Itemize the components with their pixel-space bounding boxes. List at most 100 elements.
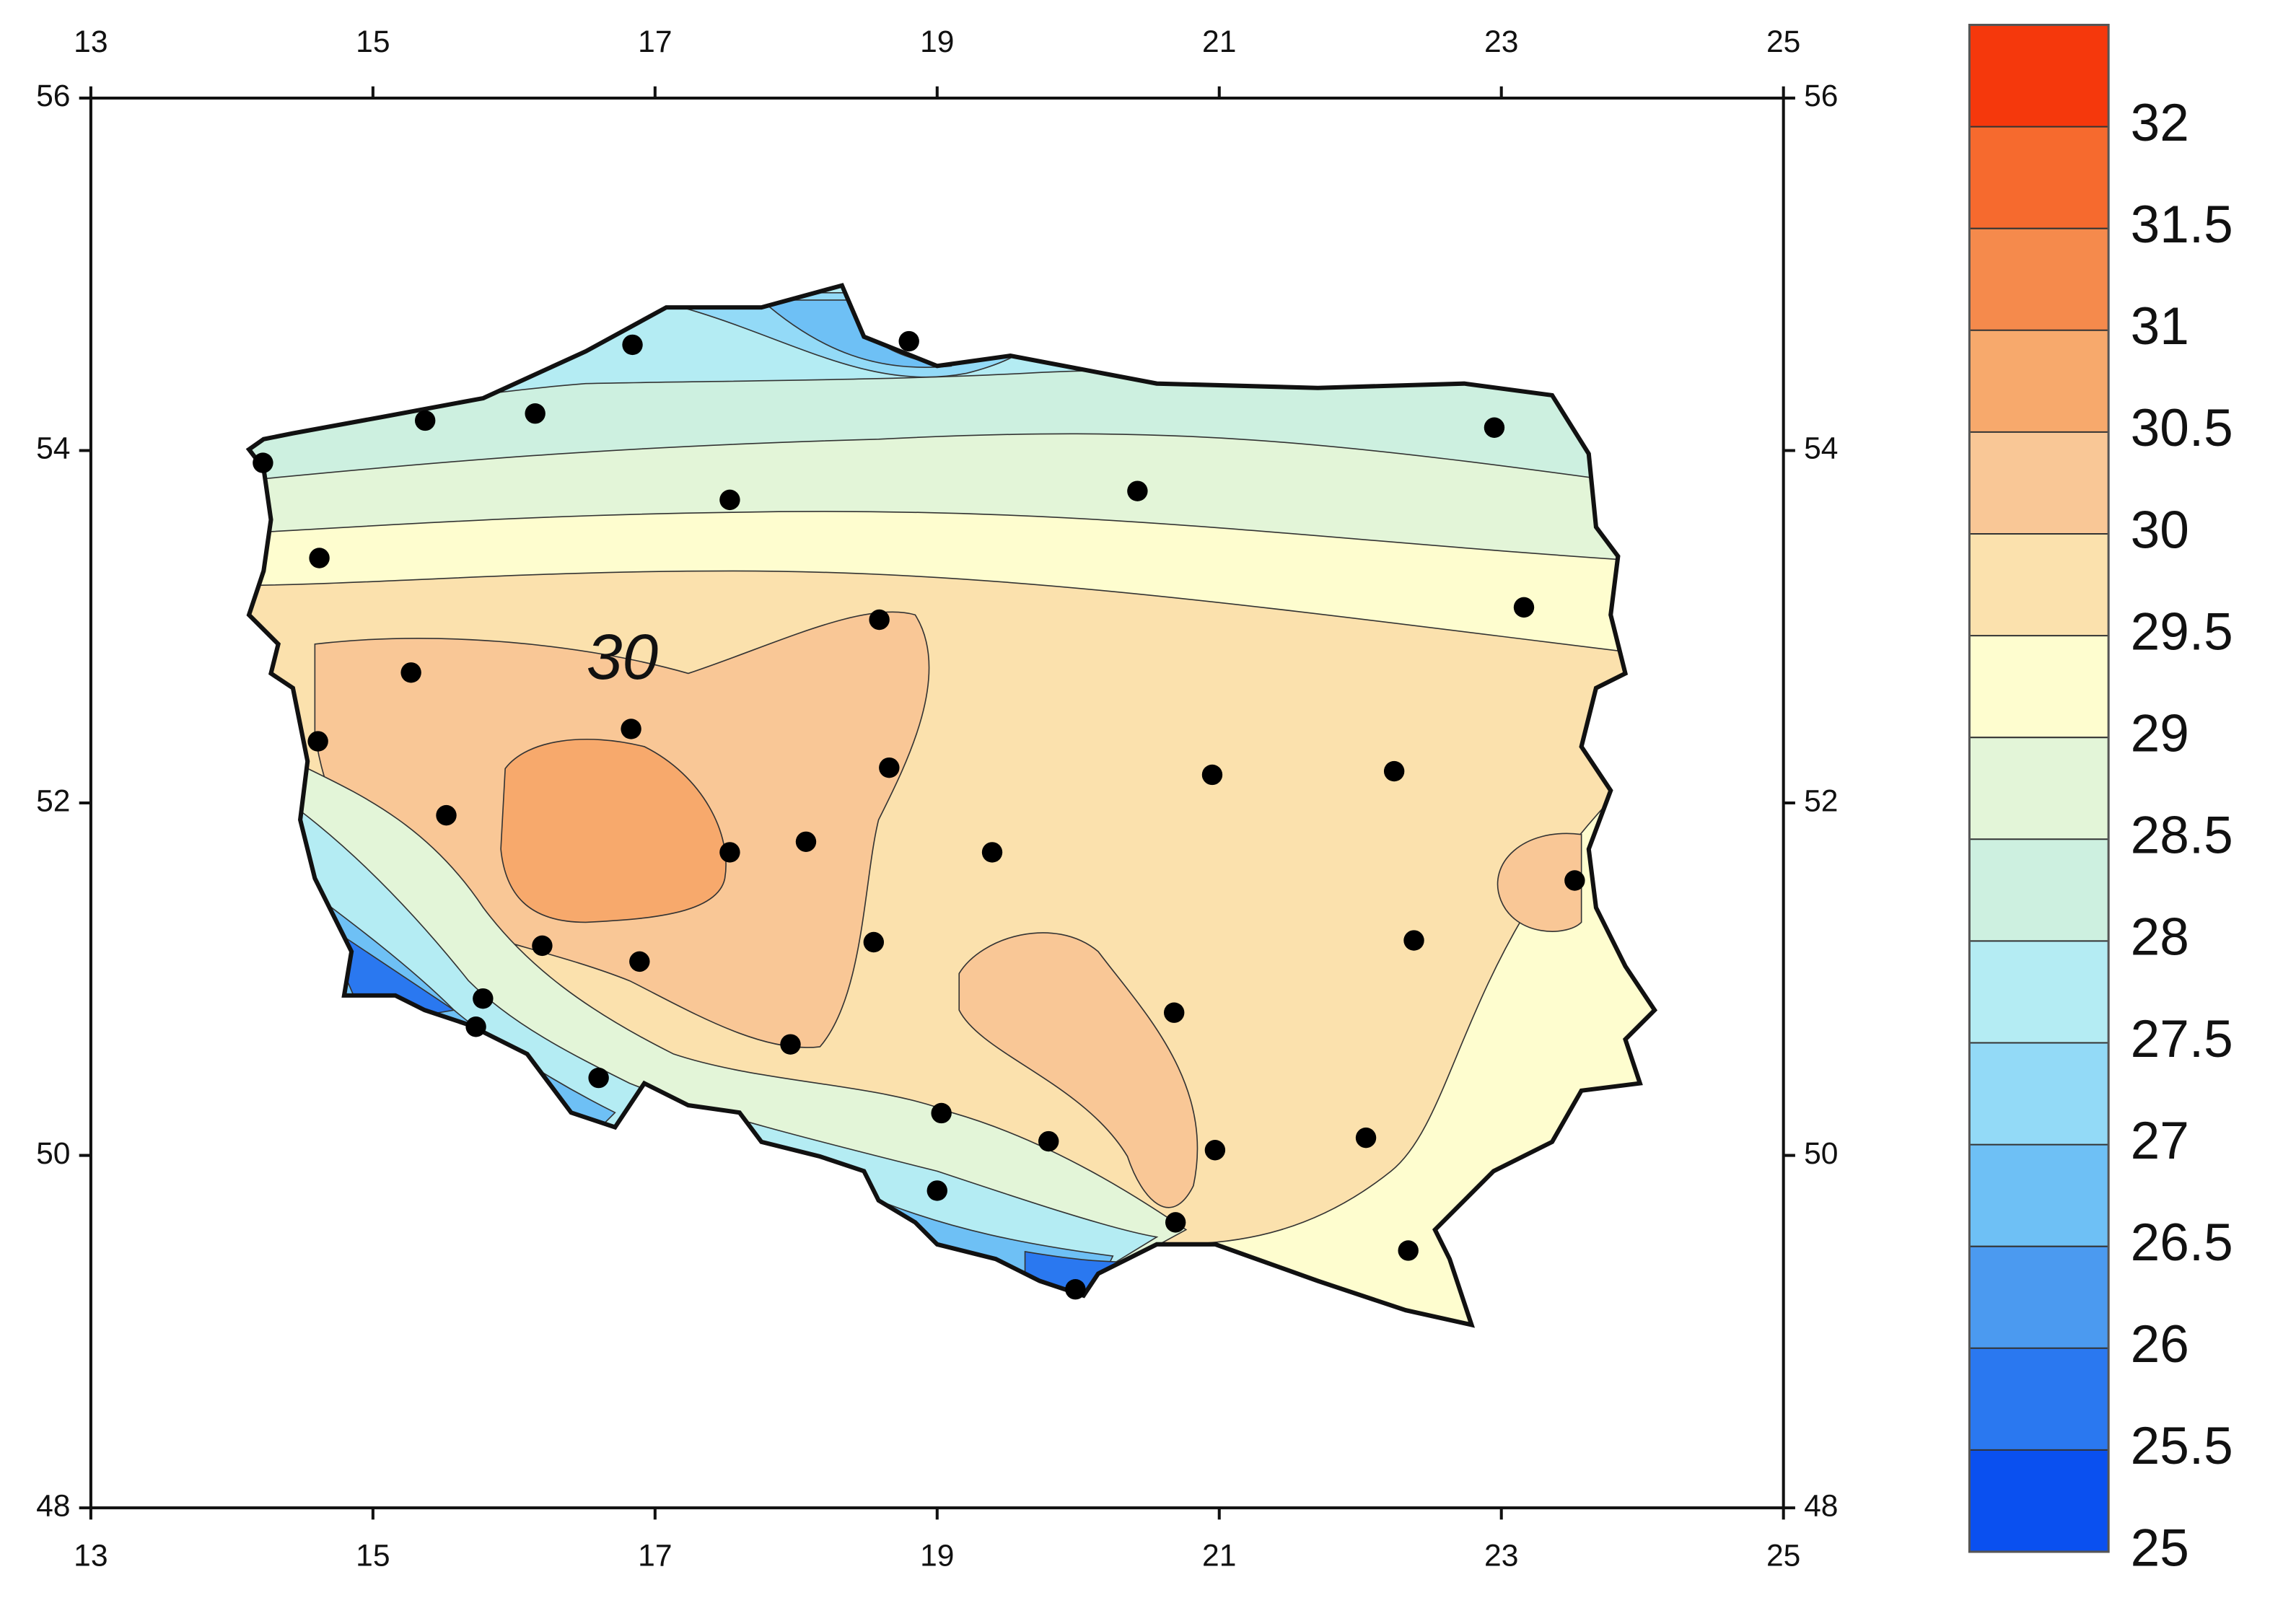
country-outline bbox=[245, 283, 1658, 1328]
y-tick-label: 56 bbox=[1804, 79, 1838, 113]
colorbar-band bbox=[1969, 636, 2109, 738]
colorbar-band bbox=[1969, 1348, 2109, 1450]
y-tick-label: 54 bbox=[36, 431, 70, 466]
colorbar-tick-label: 29.5 bbox=[2131, 602, 2233, 661]
x-tick-label: 23 bbox=[1484, 25, 1518, 59]
station bbox=[473, 988, 494, 1009]
x-tick-label: 13 bbox=[74, 25, 108, 59]
x-tick-label: 25 bbox=[1766, 1538, 1800, 1573]
x-tick-label: 21 bbox=[1202, 1538, 1236, 1573]
contour-fill bbox=[249, 285, 1655, 1325]
x-tick-label: 19 bbox=[920, 25, 954, 59]
station bbox=[1484, 417, 1505, 438]
colorbar-tick-label: 30 bbox=[2131, 501, 2189, 559]
station bbox=[795, 831, 817, 852]
x-tick-label: 15 bbox=[356, 1538, 390, 1573]
station bbox=[1065, 1279, 1086, 1300]
colorbar-frame bbox=[1968, 23, 2110, 1553]
station bbox=[1513, 597, 1535, 618]
y-tick-label: 52 bbox=[1804, 783, 1838, 818]
station bbox=[879, 757, 900, 778]
station bbox=[1564, 870, 1585, 891]
colorbar-band bbox=[1969, 25, 2109, 127]
colorbar-tick-label: 26.5 bbox=[2131, 1213, 2233, 1272]
station bbox=[525, 403, 545, 424]
contour-region bbox=[500, 738, 727, 923]
colorbar-band bbox=[1969, 330, 2109, 432]
station bbox=[400, 662, 421, 683]
station bbox=[1165, 1212, 1186, 1233]
x-tick-label: 17 bbox=[638, 1538, 672, 1573]
station bbox=[1201, 764, 1223, 786]
station bbox=[780, 1034, 801, 1055]
station bbox=[981, 842, 1003, 863]
colorbar-band bbox=[1969, 941, 2109, 1043]
colorbar-band bbox=[1969, 1144, 2109, 1247]
colorbar-tick-label: 32 bbox=[2131, 94, 2189, 152]
colorbar-tick-label: 29 bbox=[2131, 704, 2189, 763]
colorbar-tick-label: 27 bbox=[2131, 1112, 2189, 1170]
x-tick-label: 19 bbox=[920, 1538, 954, 1573]
colorbar-tick-label: 27.5 bbox=[2131, 1010, 2233, 1068]
y-tick-label: 48 bbox=[1804, 1488, 1838, 1523]
x-tick-label: 17 bbox=[638, 25, 672, 59]
colorbar-band bbox=[1969, 839, 2109, 941]
station bbox=[1355, 1127, 1377, 1149]
colorbar-tick-label: 28.5 bbox=[2131, 807, 2233, 865]
station bbox=[1127, 480, 1148, 501]
colorbar-tick-label: 26 bbox=[2131, 1315, 2189, 1374]
station bbox=[926, 1180, 947, 1201]
x-tick-label: 13 bbox=[74, 1538, 108, 1573]
y-tick-label: 56 bbox=[36, 79, 70, 113]
contour-region bbox=[1497, 833, 1582, 932]
colorbar-band bbox=[1969, 737, 2109, 840]
station bbox=[898, 330, 919, 352]
station bbox=[414, 410, 436, 431]
x-tick-label: 25 bbox=[1766, 25, 1800, 59]
station bbox=[1403, 930, 1424, 951]
station bbox=[309, 548, 330, 568]
station bbox=[719, 842, 740, 863]
colorbar-band bbox=[1969, 228, 2109, 330]
station bbox=[629, 951, 650, 972]
colorbar-tick-label: 31.5 bbox=[2131, 196, 2233, 254]
station bbox=[1204, 1140, 1226, 1161]
contour-label: 30 bbox=[587, 620, 658, 693]
station bbox=[1163, 1002, 1185, 1023]
station bbox=[1038, 1130, 1059, 1152]
station bbox=[621, 719, 641, 739]
station bbox=[863, 931, 885, 953]
y-tick-label: 50 bbox=[1804, 1136, 1838, 1171]
y-tick-label: 54 bbox=[1804, 431, 1838, 466]
colorbar-tick-label: 28 bbox=[2131, 908, 2189, 967]
station bbox=[719, 489, 740, 511]
y-tick-label: 48 bbox=[36, 1488, 70, 1523]
colorbar-tick-label: 30.5 bbox=[2131, 399, 2233, 457]
colorbar-band bbox=[1969, 431, 2109, 534]
station bbox=[622, 334, 643, 356]
station bbox=[1398, 1240, 1419, 1261]
x-tick-label: 21 bbox=[1202, 25, 1236, 59]
colorbar-tick-label: 31 bbox=[2131, 297, 2189, 356]
station bbox=[532, 935, 553, 957]
station bbox=[588, 1067, 609, 1089]
colorbar-tick-label: 25.5 bbox=[2131, 1417, 2233, 1475]
x-tick-label: 23 bbox=[1484, 1538, 1518, 1573]
station bbox=[931, 1102, 952, 1124]
x-tick-label: 15 bbox=[356, 25, 390, 59]
station bbox=[436, 804, 457, 826]
colorbar-band bbox=[1969, 533, 2109, 636]
colorbar-band bbox=[1969, 126, 2109, 229]
colorbar-band bbox=[1969, 1449, 2109, 1552]
colorbar-band bbox=[1969, 1246, 2109, 1348]
station bbox=[869, 609, 890, 631]
station bbox=[1383, 760, 1405, 782]
station bbox=[465, 1016, 486, 1037]
y-tick-label: 50 bbox=[36, 1136, 70, 1171]
contour-region bbox=[958, 932, 1199, 1208]
colorbar-band bbox=[1969, 1042, 2109, 1145]
station bbox=[253, 452, 273, 473]
y-tick-label: 52 bbox=[36, 783, 70, 818]
